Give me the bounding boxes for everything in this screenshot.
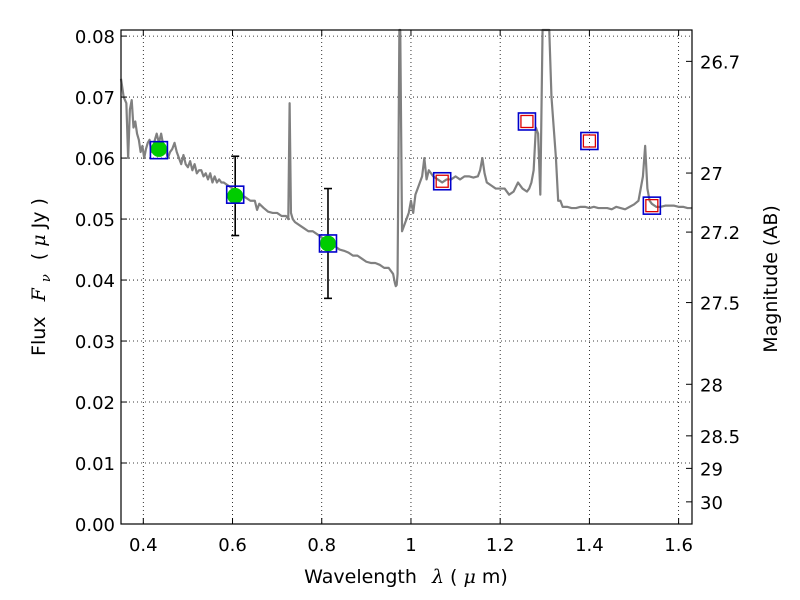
- model-photometry-square: [149, 140, 169, 160]
- y-axis-unit-open: (: [28, 247, 50, 260]
- y2-axis-label: Magnitude (AB): [760, 205, 782, 353]
- x-tick-label: 0.6: [218, 535, 247, 556]
- y2-tick-label: 30: [700, 493, 723, 514]
- y2-tick-label: 27.2: [700, 223, 740, 244]
- upper-limit-square: [645, 198, 659, 213]
- x-tick-label: 0.4: [129, 535, 158, 556]
- y-axis-label-text: Flux: [28, 316, 50, 356]
- y2-tick-label: 28: [700, 375, 723, 396]
- y-tick-label: 0.01: [75, 454, 115, 475]
- y-axis-unit-mu: μ: [28, 234, 50, 246]
- model-spectrum-line: [119, 28, 692, 288]
- x-axis-unit-mu: μ: [464, 566, 476, 588]
- x-tick-label: 1.4: [575, 535, 604, 556]
- upper-limit-points: [435, 114, 659, 213]
- y-axis-label: Flux F ν ( μ Jy ): [28, 198, 55, 356]
- y2-tick-label: 27: [700, 164, 723, 185]
- x-tick-label: 0.8: [307, 535, 336, 556]
- y-axis-symbol-sub: ν: [39, 274, 54, 282]
- x-axis-ticks: 0.4 0.6 0.8 1 1.2 1.4 1.6: [129, 30, 693, 556]
- y2-axis-ticks: 26.7 27 27.2 27.5 28 28.5 29 30: [686, 52, 740, 514]
- x-axis-unit-open: (: [450, 566, 457, 588]
- model-photometry-square: [318, 234, 338, 253]
- y-tick-label: 0.04: [75, 271, 115, 292]
- model-photometry-square: [580, 131, 599, 151]
- x-axis-unit-rest: m): [482, 566, 508, 588]
- plot-frame: [120, 29, 693, 525]
- y2-tick-label: 27.5: [700, 294, 740, 315]
- observed-flux-point: [150, 140, 167, 157]
- y2-tick-label: 29: [700, 459, 723, 480]
- upper-limit-square: [582, 134, 597, 148]
- y2-tick-label: 26.7: [700, 52, 740, 73]
- x-axis-label-text: Wavelength: [304, 566, 417, 588]
- observed-flux-point: [319, 235, 336, 252]
- x-axis-label: Wavelength λ ( μ m): [304, 566, 508, 588]
- x-axis-symbol: λ: [431, 566, 444, 588]
- x-tick-label: 1: [405, 535, 416, 556]
- y-tick-label: 0.06: [75, 149, 115, 170]
- model-photometry-points: [149, 112, 662, 253]
- model-photometry-square: [432, 171, 452, 191]
- y-tick-label: 0.03: [75, 332, 115, 353]
- y-tick-label: 0.02: [75, 393, 115, 414]
- y-tick-label: 0.08: [75, 27, 115, 48]
- model-spectrum-layer: [119, 28, 692, 288]
- model-photometry-square: [642, 196, 662, 215]
- model-photometry-square: [225, 185, 245, 204]
- upper-limit-square: [520, 114, 534, 129]
- y-axis-unit-rest: Jy ): [28, 198, 50, 229]
- y2-tick-label: 28.5: [700, 427, 740, 448]
- upper-limit-square: [435, 174, 449, 188]
- y-axis-symbol: F: [28, 287, 50, 302]
- y-tick-label: 0.00: [75, 515, 115, 536]
- y-tick-label: 0.07: [75, 88, 115, 109]
- x-tick-label: 1.2: [486, 535, 515, 556]
- y-axis-ticks: 0.00 0.01 0.02 0.03 0.04 0.05 0.06 0.07 0.08: [75, 27, 127, 536]
- x-tick-label: 1.6: [664, 535, 693, 556]
- y-tick-label: 0.05: [75, 210, 115, 231]
- model-photometry-square: [517, 112, 537, 131]
- observed-flux-point: [227, 187, 244, 204]
